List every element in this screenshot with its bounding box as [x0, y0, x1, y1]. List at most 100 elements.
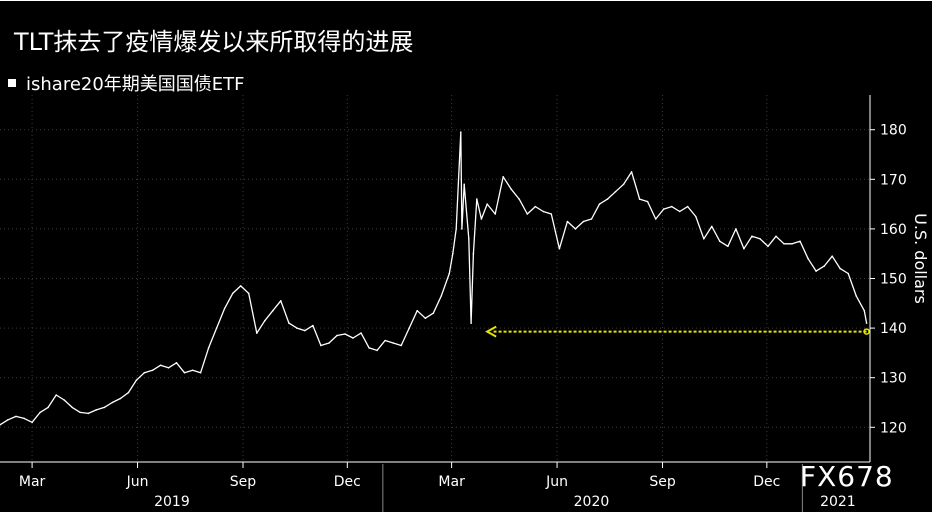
data-point [352, 337, 354, 339]
data-point [727, 245, 729, 248]
data-point [494, 213, 497, 215]
data-point [839, 267, 841, 270]
data-point [328, 342, 330, 344]
data-point [486, 203, 489, 205]
data-point [424, 317, 427, 320]
data-point [735, 228, 737, 230]
data-point [558, 247, 561, 250]
watermark-logo: FX678 [800, 460, 894, 493]
data-point [304, 329, 306, 332]
data-point [455, 228, 458, 230]
data-point [71, 406, 73, 409]
y-tick-label: 150 [880, 272, 907, 288]
x-month-label: Sep [230, 474, 257, 490]
data-point [368, 347, 370, 349]
data-point [823, 265, 825, 267]
data-point [606, 198, 609, 200]
data-point [775, 235, 777, 238]
data-point [31, 421, 33, 424]
data-point [590, 218, 593, 220]
data-point [360, 332, 362, 334]
legend: ishare20年期美国国债ETF [8, 70, 245, 96]
data-point [654, 218, 657, 220]
series-line [0, 131, 868, 426]
annotation-arrow-start [863, 328, 870, 335]
data-point [622, 183, 625, 186]
data-point [39, 411, 41, 414]
data-point [452, 252, 454, 255]
data-point [614, 190, 617, 193]
y-tick-label: 170 [880, 172, 907, 188]
data-point [847, 272, 849, 275]
data-point [55, 394, 57, 396]
data-point [799, 240, 801, 243]
y-tick-label: 160 [880, 222, 907, 238]
data-point [336, 334, 338, 337]
data-point [247, 292, 250, 295]
y-axis-title: U.S. dollars [911, 213, 930, 304]
data-point [135, 379, 138, 382]
data-point [807, 257, 809, 260]
data-point [476, 198, 478, 200]
data-point [472, 252, 475, 255]
data-point [7, 419, 9, 421]
data-point [865, 322, 868, 324]
data-point [686, 205, 689, 208]
data-point [582, 220, 585, 223]
data-point [400, 344, 403, 347]
data-point [646, 200, 649, 203]
x-month-label: Dec [753, 474, 780, 490]
data-point [103, 406, 106, 409]
data-point [239, 285, 242, 287]
data-point [855, 295, 857, 297]
data-point [344, 333, 346, 335]
data-point [863, 309, 866, 312]
data-point [159, 364, 162, 367]
data-point [191, 369, 194, 372]
data-point [574, 228, 577, 230]
data-point [815, 270, 817, 272]
data-point [223, 307, 226, 310]
data-point [143, 371, 146, 374]
legend-label: ishare20年期美国国债ETF [26, 74, 245, 95]
data-point [440, 295, 443, 297]
data-point [199, 371, 202, 374]
x-year-label: 2019 [154, 494, 190, 510]
data-point [759, 238, 761, 240]
y-tick-label: 120 [880, 420, 907, 436]
data-point [231, 292, 234, 295]
data-point [743, 247, 745, 250]
data-point [87, 412, 90, 415]
data-point [751, 235, 753, 238]
data-point [510, 188, 512, 190]
y-tick-label: 180 [880, 123, 907, 139]
data-point [151, 369, 154, 372]
data-point [542, 210, 545, 213]
data-point [719, 240, 721, 243]
data-point [662, 208, 665, 210]
data-point [79, 411, 81, 414]
data-point [111, 401, 114, 404]
x-month-label: Mar [19, 474, 46, 490]
data-point [0, 424, 1, 426]
x-year-label: 2020 [574, 494, 610, 510]
data-point [526, 213, 529, 215]
y-tick-label: 140 [880, 321, 907, 337]
data-point [392, 342, 395, 344]
x-month-label: Sep [649, 474, 676, 490]
data-point [460, 131, 462, 133]
data-point [703, 238, 705, 240]
top-border-line [0, 0, 932, 1]
data-point [695, 215, 697, 218]
data-point [432, 312, 435, 315]
x-month-label: Dec [334, 474, 361, 490]
data-point [463, 183, 466, 186]
legend-swatch [8, 79, 16, 87]
x-month-label: Jun [545, 474, 568, 490]
data-point [63, 399, 65, 401]
data-point [264, 319, 266, 322]
data-point [831, 255, 833, 257]
data-point [312, 324, 314, 327]
data-point [15, 415, 17, 418]
